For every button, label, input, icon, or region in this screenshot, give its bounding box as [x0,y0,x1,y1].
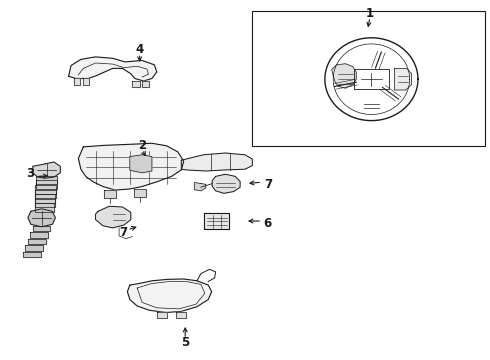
Polygon shape [35,194,55,203]
Polygon shape [25,245,43,251]
Polygon shape [181,153,252,171]
Polygon shape [176,312,186,318]
Polygon shape [394,68,412,90]
Polygon shape [332,64,356,88]
Text: 2: 2 [138,139,146,152]
Polygon shape [35,185,56,194]
Text: 7: 7 [120,226,127,239]
Polygon shape [204,213,229,229]
Polygon shape [33,226,50,231]
Polygon shape [134,189,146,197]
Polygon shape [104,190,116,198]
Polygon shape [35,199,55,207]
Bar [252,11,485,146]
Polygon shape [34,203,54,212]
Polygon shape [74,78,80,85]
Polygon shape [36,180,57,189]
Text: 6: 6 [263,217,271,230]
Polygon shape [23,252,41,257]
Text: 3: 3 [26,167,34,180]
Text: 4: 4 [136,43,144,56]
Text: 5: 5 [181,336,189,349]
Polygon shape [35,190,56,198]
Polygon shape [96,206,131,228]
Polygon shape [30,232,48,238]
Polygon shape [33,162,60,178]
Polygon shape [195,183,206,191]
Polygon shape [142,81,149,87]
Polygon shape [132,81,140,87]
Polygon shape [130,155,152,173]
Polygon shape [28,239,46,244]
Polygon shape [83,78,89,85]
Polygon shape [157,312,167,318]
Polygon shape [78,143,184,190]
Polygon shape [69,57,157,81]
Text: 7: 7 [265,178,272,191]
Text: 1: 1 [366,7,374,20]
Polygon shape [127,279,212,312]
Polygon shape [28,209,55,227]
Polygon shape [36,176,57,184]
Polygon shape [212,174,240,193]
